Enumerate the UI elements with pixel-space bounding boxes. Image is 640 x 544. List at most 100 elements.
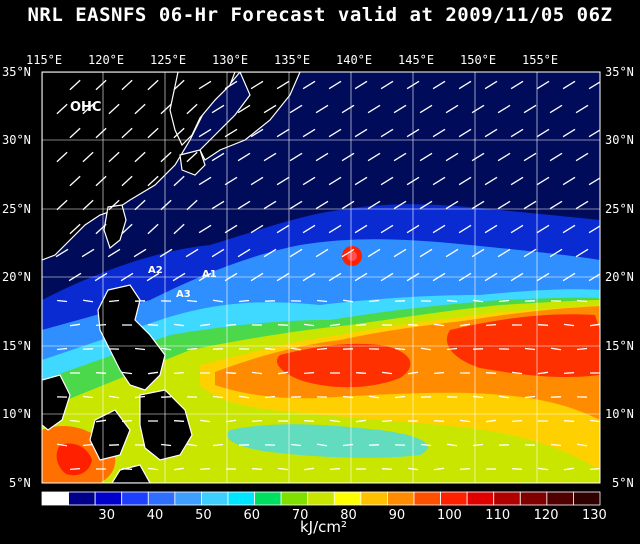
current-arrow bbox=[589, 323, 600, 327]
current-arrow bbox=[499, 395, 510, 399]
current-arrow bbox=[432, 80, 446, 90]
current-arrow bbox=[317, 347, 328, 351]
colorbar-cell bbox=[387, 491, 415, 506]
lat-label-right: 5°N bbox=[612, 476, 634, 490]
current-arrow bbox=[523, 248, 537, 258]
current-arrow bbox=[304, 371, 315, 375]
lon-label: 120°E bbox=[88, 53, 125, 67]
current-arrow bbox=[172, 272, 186, 282]
current-arrow bbox=[419, 104, 433, 114]
current-arrow bbox=[160, 103, 172, 115]
current-arrow bbox=[187, 347, 198, 351]
current-arrow bbox=[173, 223, 185, 235]
current-arrow bbox=[250, 128, 264, 138]
current-arrow bbox=[146, 272, 160, 282]
current-arrow bbox=[135, 347, 146, 351]
current-arrow bbox=[432, 128, 446, 138]
current-arrow bbox=[265, 347, 276, 351]
current-arrow bbox=[263, 200, 277, 210]
current-arrow bbox=[303, 323, 315, 327]
current-arrow bbox=[525, 347, 536, 351]
current-arrow bbox=[302, 80, 316, 90]
current-arrow bbox=[471, 104, 485, 114]
current-arrow bbox=[237, 200, 251, 210]
luzon bbox=[97, 284, 166, 391]
current-arrow bbox=[562, 176, 576, 186]
current-arrow bbox=[447, 347, 458, 351]
current-arrow bbox=[575, 152, 589, 162]
current-arrow bbox=[486, 323, 497, 327]
current-arrow bbox=[109, 395, 120, 399]
current-arrow bbox=[380, 176, 394, 186]
current-arrow bbox=[302, 272, 316, 282]
current-arrow bbox=[302, 224, 316, 234]
current-arrow bbox=[291, 443, 302, 447]
lat-label-left: 5°N bbox=[9, 476, 31, 490]
current-arrow bbox=[406, 128, 420, 138]
colorbar-cell bbox=[307, 491, 335, 506]
colorbar-cell bbox=[201, 491, 229, 506]
current-arrow bbox=[317, 299, 328, 303]
current-arrow bbox=[421, 443, 432, 447]
current-arrow bbox=[497, 248, 511, 258]
current-arrow bbox=[588, 177, 600, 186]
map-title: NRL EASNFS 06-Hr Forecast valid at 2009/… bbox=[27, 4, 613, 26]
current-arrow bbox=[160, 151, 172, 163]
current-arrow bbox=[135, 395, 146, 399]
current-arrow bbox=[577, 299, 588, 303]
colorbar-tick-label: 100 bbox=[436, 508, 462, 523]
current-arrow bbox=[276, 224, 290, 234]
current-arrow bbox=[433, 467, 445, 471]
current-arrow bbox=[341, 104, 355, 114]
colorbar-cell bbox=[68, 491, 96, 506]
current-arrow bbox=[252, 468, 263, 470]
current-arrow bbox=[186, 199, 198, 211]
current-arrow bbox=[356, 323, 367, 327]
current-arrow bbox=[277, 371, 289, 375]
current-arrow bbox=[83, 395, 94, 399]
current-arrow bbox=[276, 176, 290, 186]
current-arrow bbox=[510, 128, 524, 138]
current-arrow bbox=[304, 420, 315, 422]
lat-label-left: 25°N bbox=[2, 202, 31, 216]
current-arrow bbox=[564, 371, 575, 375]
current-arrow bbox=[562, 80, 576, 90]
current-arrow bbox=[329, 419, 341, 423]
lat-label-right: 15°N bbox=[605, 339, 634, 353]
current-arrow bbox=[549, 104, 563, 114]
ohc-cool-patch bbox=[227, 424, 428, 458]
current-arrow bbox=[289, 104, 303, 114]
current-arrow bbox=[510, 80, 524, 90]
colorbar-tick-label: 50 bbox=[195, 508, 212, 523]
current-arrow bbox=[251, 371, 263, 375]
current-arrow bbox=[121, 127, 133, 139]
current-arrow bbox=[121, 175, 133, 187]
current-arrow bbox=[393, 200, 407, 210]
current-arrow bbox=[57, 299, 68, 303]
current-arrow bbox=[147, 175, 159, 187]
current-arrow bbox=[354, 176, 368, 186]
current-arrow bbox=[81, 248, 95, 258]
current-arrow bbox=[330, 467, 341, 471]
current-arrow bbox=[121, 79, 133, 91]
current-arrow bbox=[551, 443, 562, 447]
current-arrow bbox=[523, 200, 537, 210]
current-arrow bbox=[120, 272, 134, 282]
colorbar-cell bbox=[280, 491, 309, 506]
current-arrow bbox=[575, 104, 589, 114]
colorbar-cell bbox=[573, 491, 601, 506]
current-arrow bbox=[458, 128, 472, 138]
lat-label-left: 35°N bbox=[2, 65, 31, 79]
ohc-warm-pool-1 bbox=[276, 343, 411, 388]
current-arrow bbox=[263, 104, 277, 114]
current-arrow bbox=[497, 152, 511, 162]
current-arrow bbox=[147, 371, 159, 375]
current-arrow bbox=[211, 104, 225, 114]
current-arrow bbox=[369, 299, 380, 303]
current-arrow bbox=[393, 104, 407, 114]
current-arrow bbox=[213, 395, 224, 399]
current-arrow bbox=[174, 420, 185, 422]
current-arrow bbox=[96, 323, 107, 327]
current-arrow bbox=[473, 299, 484, 303]
